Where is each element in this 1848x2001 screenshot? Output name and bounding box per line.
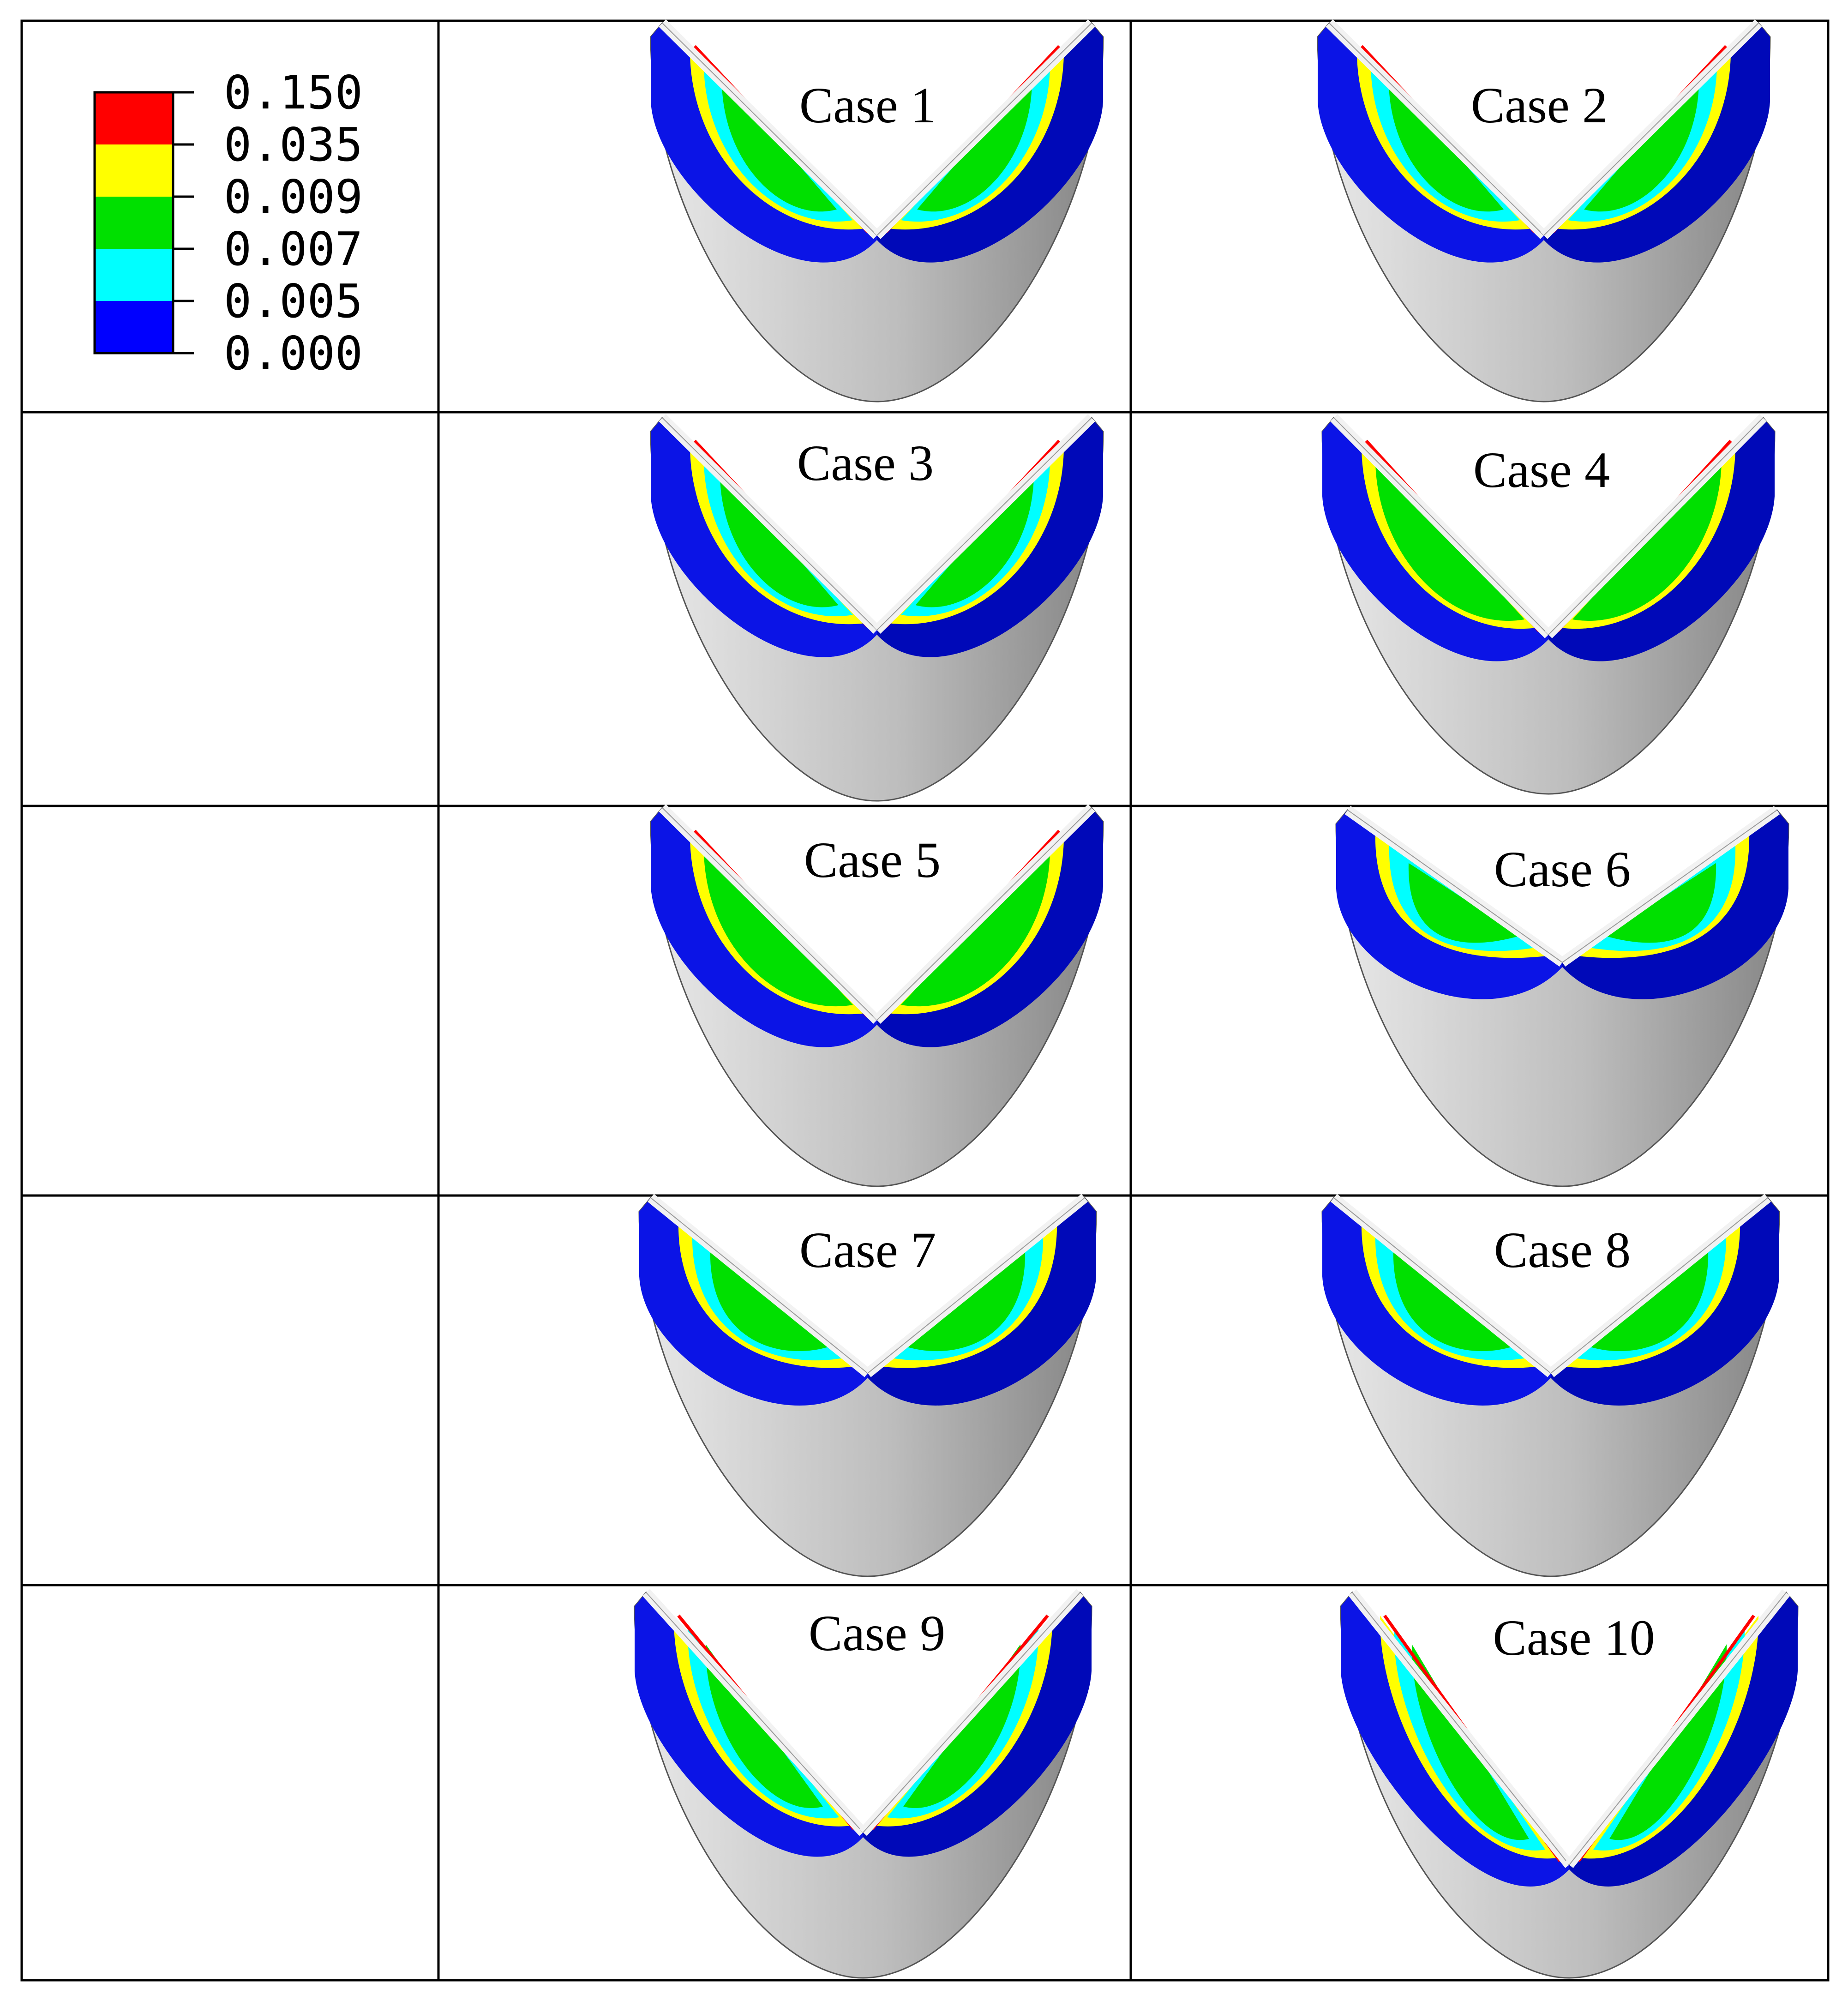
shell-rim-edge [1329, 23, 1544, 236]
shell-rim-edge [1347, 810, 1563, 963]
shell-rim-edge [876, 807, 1092, 1021]
case-panel: Case 8 [1321, 1194, 1780, 1577]
case-label: Case 8 [1494, 1222, 1631, 1278]
shell-rim-edge [876, 417, 1092, 631]
case-label: Case 9 [809, 1605, 945, 1661]
shell-rim-edge [876, 23, 1092, 236]
shell-rim-edge [1548, 417, 1764, 635]
case-label: Case 2 [1471, 77, 1608, 133]
legend-value-label: 0.007 [224, 222, 363, 276]
shell-rim-edge [650, 1197, 868, 1374]
shell-rim-edge [1543, 23, 1759, 236]
case-panel: Case 1 [650, 19, 1104, 403]
case-label: Case 4 [1473, 442, 1610, 498]
legend-value-label: 0.150 [224, 66, 363, 120]
shell-rim-edge [662, 23, 877, 236]
shell-rim-edge [1333, 417, 1549, 635]
shell-rim-edge [1352, 1592, 1570, 1865]
shell-rim-edge [1550, 1197, 1768, 1374]
case-panel: Case 4 [1321, 414, 1776, 795]
legend-value-label: 0.035 [224, 118, 363, 172]
shell-rim-edge [1562, 810, 1777, 963]
case-panel: Case 10 [1340, 1589, 1799, 1979]
shell-surface [1321, 416, 1776, 795]
shell-rim-edge [1569, 1592, 1787, 1865]
legend-value-label: 0.000 [224, 326, 363, 380]
shell-surface [650, 416, 1104, 802]
case-label: Case 7 [799, 1222, 936, 1278]
green-contour-region [1603, 863, 1716, 943]
legend-swatch [95, 144, 173, 197]
case-label: Case 1 [799, 77, 936, 133]
case-label: Case 6 [1494, 841, 1631, 897]
shell-surface [1317, 22, 1771, 403]
legend-swatch [95, 249, 173, 301]
case-panel: Case 9 [634, 1589, 1092, 1979]
case-panels: Case 1 Case 2 Case 3 Case 4 Case 5 Case 6 Case… [634, 19, 1799, 1979]
shell-rim-edge [1333, 1197, 1551, 1374]
case-panel: Case 5 [650, 804, 1104, 1187]
case-panel: Case 3 [650, 414, 1104, 802]
table-grid [20, 19, 1830, 1982]
shell-surface [650, 806, 1104, 1187]
shell-rim-edge [646, 1592, 864, 1833]
case-label: Case 10 [1493, 1610, 1655, 1666]
shell-rim-edge [662, 417, 877, 631]
legend-value-label: 0.009 [224, 170, 363, 224]
shell-rim-edge [867, 1197, 1085, 1374]
case-label: Case 5 [804, 832, 941, 888]
legend-swatch [95, 197, 173, 249]
case-label: Case 3 [797, 435, 934, 491]
legend-value-label: 0.005 [224, 274, 363, 328]
legend-swatch [95, 301, 173, 353]
shell-surface [650, 22, 1104, 403]
shell-rim-edge [662, 807, 877, 1021]
legend-swatch [95, 92, 173, 144]
case-panel: Case 7 [638, 1194, 1097, 1577]
shell-rim-edge [863, 1592, 1080, 1833]
green-contour-region [1408, 863, 1521, 943]
case-panel: Case 6 [1335, 806, 1789, 1187]
case-panel: Case 2 [1317, 19, 1771, 403]
